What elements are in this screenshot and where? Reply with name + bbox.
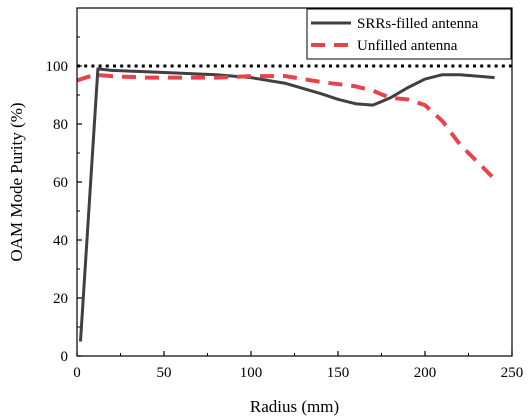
legend-label-unfilled: Unfilled antenna <box>357 38 458 54</box>
plot-area <box>77 64 512 342</box>
y-tick-label: 20 <box>53 291 68 307</box>
y-tick-label: 100 <box>46 59 69 75</box>
x-tick-label: 150 <box>327 365 350 381</box>
y-tick-label: 60 <box>53 175 68 191</box>
axes: 0 50 100 150 200 250 0 20 40 60 80 100 <box>46 7 524 381</box>
x-tick-label: 0 <box>73 365 81 381</box>
legend: SRRs-filled antenna Unfilled antenna <box>306 8 512 60</box>
series-line-unfilled <box>77 72 497 181</box>
legend-box <box>306 8 512 60</box>
y-axis-title: OAM Mode Purity (%) <box>7 102 26 261</box>
series-line-srrs-filled <box>78 67 495 342</box>
x-tick-label: 200 <box>414 365 437 381</box>
y-tick-label: 40 <box>53 233 68 249</box>
legend-label-srrs-filled: SRRs-filled antenna <box>357 16 479 32</box>
x-tick-label: 250 <box>501 365 524 381</box>
x-axis-title: Radius (mm) <box>250 397 339 416</box>
y-tick-label: 0 <box>61 349 69 365</box>
y-tick-label: 80 <box>53 117 68 133</box>
x-tick-label: 50 <box>157 365 172 381</box>
plot-frame <box>76 7 513 357</box>
x-tick-label: 100 <box>240 365 263 381</box>
